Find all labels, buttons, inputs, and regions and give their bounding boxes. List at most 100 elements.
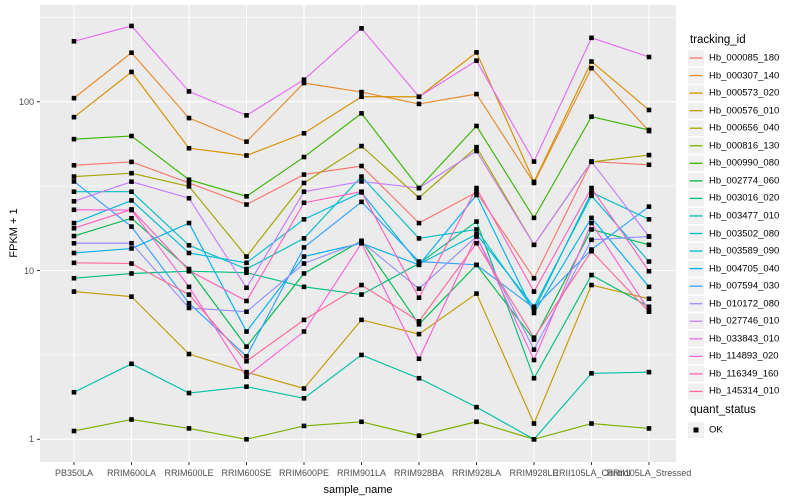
data-point-Hb_003502_080-RRIM901LA[interactable]: [359, 174, 364, 179]
data-point-Hb_114893_020-RRIM928BA[interactable]: [416, 356, 422, 362]
data-point-Hb_033843_010-RRIM928BA[interactable]: [416, 94, 422, 100]
data-point-Hb_027746_010-RRIM901LA[interactable]: [359, 179, 364, 184]
data-point-Hb_000573_020-RRIM928LA[interactable]: [474, 50, 479, 55]
data-point-Hb_000656_040-RRIM600PE[interactable]: [301, 180, 307, 186]
data-point-Hb_010172_080-RRII105LA_Control[interactable]: [589, 237, 594, 243]
data-point-Hb_003477_010-RRII105LA_Control[interactable]: [589, 371, 594, 376]
data-point-Hb_000307_140-RRIM600PE[interactable]: [301, 80, 307, 86]
data-point-Hb_116349_160-RRIM600LA[interactable]: [129, 207, 134, 212]
data-point-Hb_000816_130-RRIM600LE[interactable]: [186, 426, 192, 431]
legend-label-Hb_033843_010[interactable]: Hb_033843_010: [709, 333, 780, 345]
data-point-Hb_000307_140-RRIM928BA[interactable]: [416, 101, 422, 107]
data-point-Hb_027746_010-PB350LA[interactable]: [71, 199, 77, 204]
data-point-Hb_114893_020-RRIM600LE[interactable]: [186, 284, 192, 290]
data-point-Hb_007594_030-RRIM928BA[interactable]: [416, 259, 422, 264]
data-point-Hb_000656_040-RRIM928BA[interactable]: [416, 195, 422, 200]
data-point-Hb_007594_030-RRIM600PE[interactable]: [301, 245, 307, 250]
legend-label-Hb_000656_040[interactable]: Hb_000656_040: [709, 122, 780, 134]
legend-label-Hb_000576_010[interactable]: Hb_000576_010: [709, 105, 780, 117]
legend-label-Hb_003016_020[interactable]: Hb_003016_020: [709, 192, 780, 204]
data-point-Hb_027746_010-RRIM600PE[interactable]: [301, 189, 307, 194]
data-point-Hb_007594_030-RRIM928LE[interactable]: [531, 305, 537, 311]
data-point-Hb_007594_030-RRIM928LA[interactable]: [474, 262, 479, 268]
data-point-Hb_033843_010-RRIM928LA[interactable]: [474, 58, 479, 63]
data-point-Hb_000990_080-RRII105LA_Control[interactable]: [589, 114, 594, 119]
data-point-Hb_003502_080-RRIM928LA[interactable]: [474, 227, 479, 232]
data-point-Hb_114893_020-RRIM600PE[interactable]: [301, 329, 307, 334]
legend-label-Hb_002774_060[interactable]: Hb_002774_060: [709, 175, 780, 187]
data-point-Hb_000816_130-RRIM901LA[interactable]: [359, 419, 364, 425]
data-point-Hb_114893_020-RRIM901LA[interactable]: [359, 240, 364, 246]
data-point-Hb_004705_040-RRIM600LE[interactable]: [186, 220, 192, 226]
legend-label-Hb_003502_080[interactable]: Hb_003502_080: [709, 228, 780, 239]
data-point-Hb_000576_010-RRIM928BA[interactable]: [416, 331, 422, 337]
data-point-Hb_145314_010-RRII105LA_Stressed[interactable]: [646, 309, 652, 315]
data-point-Hb_000573_020-RRIM600PE[interactable]: [301, 130, 307, 136]
data-point-Hb_000990_080-PB350LA[interactable]: [71, 136, 77, 142]
data-point-Hb_004705_040-RRIM600PE[interactable]: [301, 254, 307, 259]
legend-label-Hb_004705_040[interactable]: Hb_004705_040: [709, 263, 780, 275]
data-point-Hb_010172_080-RRIM600PE[interactable]: [301, 261, 307, 266]
data-point-Hb_010172_080-PB350LA[interactable]: [71, 240, 77, 246]
data-point-Hb_145314_010-RRIM600SE[interactable]: [244, 358, 249, 364]
data-point-Hb_000990_080-RRIM600PE[interactable]: [301, 154, 307, 160]
data-point-Hb_007594_030-RRIM600SE[interactable]: [244, 354, 249, 359]
data-point-Hb_003589_090-PB350LA[interactable]: [71, 220, 77, 226]
data-point-Hb_003502_080-RRII105LA_Control[interactable]: [589, 190, 594, 195]
data-point-Hb_000656_040-RRIM901LA[interactable]: [359, 143, 364, 149]
data-point-Hb_004705_040-RRIM928LA[interactable]: [474, 192, 479, 198]
data-point-Hb_000656_040-RRII105LA_Stressed[interactable]: [646, 152, 652, 158]
data-point-Hb_007594_030-PB350LA[interactable]: [71, 179, 77, 184]
data-point-Hb_000085_180-RRII105LA_Stressed[interactable]: [646, 162, 652, 168]
data-point-Hb_003016_020-RRIM901LA[interactable]: [359, 292, 364, 297]
data-point-Hb_000816_130-RRII105LA_Control[interactable]: [589, 421, 594, 426]
data-point-Hb_000085_180-RRIM901LA[interactable]: [359, 163, 364, 169]
data-point-Hb_000816_130-RRIM600SE[interactable]: [244, 437, 249, 442]
data-point-Hb_003589_090-RRIM600SE[interactable]: [244, 260, 249, 266]
data-point-Hb_000576_010-RRIM600PE[interactable]: [301, 386, 307, 391]
data-point-Hb_000307_140-RRIM928LA[interactable]: [474, 91, 479, 97]
data-point-Hb_145314_010-PB350LA[interactable]: [71, 260, 77, 266]
data-point-Hb_004705_040-RRII105LA_Control[interactable]: [589, 215, 594, 221]
data-point-Hb_033843_010-RRIM928LE[interactable]: [531, 159, 537, 164]
data-point-Hb_145314_010-RRIM901LA[interactable]: [359, 282, 364, 288]
data-point-Hb_002774_060-RRIM600SE[interactable]: [244, 344, 249, 349]
data-point-Hb_027746_010-RRIM928BA[interactable]: [416, 185, 422, 191]
data-point-Hb_007594_030-RRIM600LA[interactable]: [129, 224, 134, 229]
data-point-Hb_003016_020-RRIM600SE[interactable]: [244, 270, 249, 276]
data-point-Hb_003589_090-RRIM600LA[interactable]: [129, 198, 134, 203]
data-point-Hb_000576_010-RRIM928LA[interactable]: [474, 291, 479, 296]
data-point-Hb_114893_020-RRII105LA_Control[interactable]: [589, 220, 594, 226]
data-point-Hb_000990_080-RRIM600SE[interactable]: [244, 194, 249, 199]
data-point-Hb_000573_020-PB350LA[interactable]: [71, 114, 77, 120]
data-point-Hb_003016_020-RRII105LA_Stressed[interactable]: [646, 304, 652, 310]
data-point-Hb_033843_010-RRIM600LA[interactable]: [129, 23, 134, 29]
data-point-Hb_000576_010-RRIM901LA[interactable]: [359, 317, 364, 323]
data-point-Hb_000816_130-RRIM600PE[interactable]: [301, 423, 307, 429]
data-point-Hb_027746_010-RRII105LA_Control[interactable]: [589, 159, 594, 164]
data-point-Hb_002774_060-PB350LA[interactable]: [71, 233, 77, 239]
data-point-Hb_033843_010-RRII105LA_Stressed[interactable]: [646, 54, 652, 60]
data-point-Hb_004705_040-RRIM928LE[interactable]: [531, 310, 537, 316]
data-point-Hb_000085_180-RRIM600LA[interactable]: [129, 159, 134, 165]
legend-label-Hb_145314_010[interactable]: Hb_145314_010: [709, 385, 780, 397]
data-point-Hb_007594_030-RRII105LA_Stressed[interactable]: [646, 204, 652, 209]
data-point-Hb_000307_140-PB350LA[interactable]: [71, 95, 77, 101]
data-point-Hb_000990_080-RRIM600LA[interactable]: [129, 133, 134, 139]
data-point-Hb_003589_090-RRII105LA_Control[interactable]: [589, 193, 594, 199]
data-point-Hb_003477_010-RRIM928LE[interactable]: [531, 437, 537, 442]
data-point-Hb_003477_010-RRIM928BA[interactable]: [416, 375, 422, 381]
data-point-Hb_116349_160-PB350LA[interactable]: [71, 225, 77, 231]
data-point-Hb_027746_010-RRIM600SE[interactable]: [244, 285, 249, 291]
legend-label-Hb_003589_090[interactable]: Hb_003589_090: [709, 245, 780, 257]
data-point-Hb_000573_020-RRIM600LA[interactable]: [129, 69, 134, 75]
data-point-Hb_116349_160-RRIM928BA[interactable]: [416, 295, 422, 301]
data-point-Hb_000656_040-RRIM928LA[interactable]: [474, 144, 479, 150]
data-point-Hb_000816_130-RRIM928LA[interactable]: [474, 419, 479, 425]
legend-label-Hb_000307_140[interactable]: Hb_000307_140: [709, 70, 780, 82]
legend-label-Hb_000990_080[interactable]: Hb_000990_080: [709, 157, 780, 169]
data-point-Hb_004705_040-RRIM600SE[interactable]: [244, 329, 249, 334]
data-point-Hb_003502_080-PB350LA[interactable]: [71, 189, 77, 194]
data-point-Hb_003477_010-RRIM928LA[interactable]: [474, 404, 479, 410]
data-point-Hb_000816_130-RRII105LA_Stressed[interactable]: [646, 426, 652, 431]
